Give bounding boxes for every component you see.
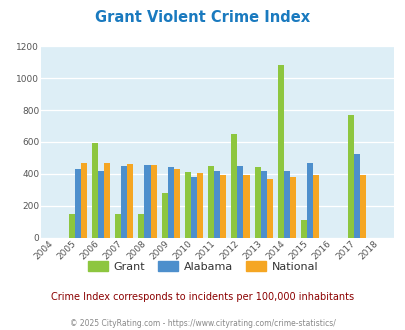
Bar: [266, 179, 272, 238]
Bar: [75, 169, 81, 238]
Text: Grant Violent Crime Index: Grant Violent Crime Index: [95, 10, 310, 25]
Bar: [98, 171, 104, 238]
Bar: [231, 134, 237, 238]
Bar: [307, 163, 312, 238]
Legend: Grant, Alabama, National: Grant, Alabama, National: [83, 256, 322, 276]
Bar: [167, 167, 173, 238]
Bar: [104, 163, 110, 238]
Bar: [254, 167, 260, 238]
Bar: [214, 171, 220, 238]
Bar: [138, 214, 144, 238]
Bar: [353, 154, 359, 238]
Bar: [301, 220, 307, 238]
Bar: [121, 166, 127, 238]
Bar: [173, 169, 179, 238]
Bar: [289, 177, 295, 238]
Bar: [312, 176, 318, 238]
Bar: [260, 171, 266, 238]
Bar: [190, 177, 196, 238]
Text: Crime Index corresponds to incidents per 100,000 inhabitants: Crime Index corresponds to incidents per…: [51, 292, 354, 302]
Bar: [243, 176, 249, 238]
Bar: [144, 165, 150, 238]
Bar: [81, 163, 87, 238]
Bar: [220, 176, 226, 238]
Bar: [161, 193, 167, 238]
Bar: [127, 164, 133, 238]
Bar: [277, 65, 283, 238]
Bar: [184, 172, 190, 238]
Bar: [347, 115, 353, 238]
Bar: [68, 214, 75, 238]
Bar: [237, 166, 243, 238]
Text: © 2025 CityRating.com - https://www.cityrating.com/crime-statistics/: © 2025 CityRating.com - https://www.city…: [70, 319, 335, 328]
Bar: [208, 166, 214, 238]
Bar: [196, 173, 202, 238]
Bar: [283, 171, 289, 238]
Bar: [150, 165, 156, 238]
Bar: [92, 144, 98, 238]
Bar: [359, 175, 365, 238]
Bar: [115, 214, 121, 238]
